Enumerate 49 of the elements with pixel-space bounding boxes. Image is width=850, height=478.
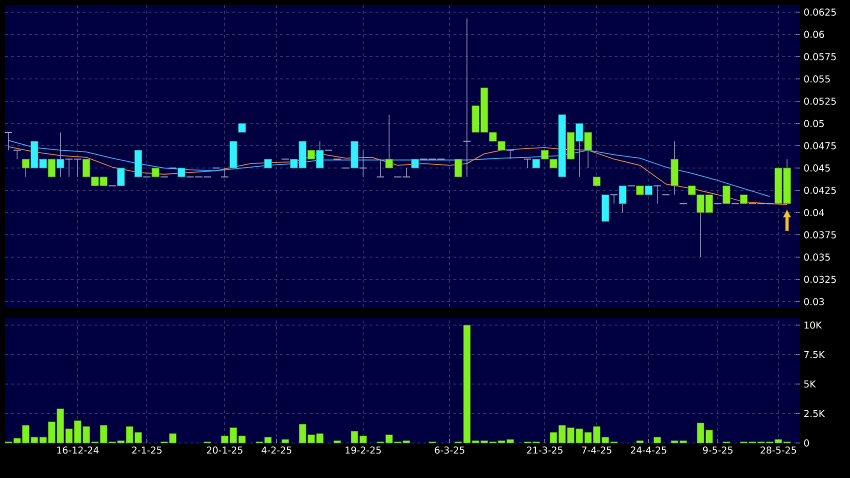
x-tick-label: 24-4-25 [630,446,666,454]
candlestick [523,158,532,168]
candlestick [22,158,30,178]
candlestick [4,132,13,151]
y-tick-label: 10K [804,321,822,329]
candlestick [653,185,662,204]
y-tick-label: 2.5K [804,410,825,418]
candlestick [462,18,472,178]
candlestick [610,194,618,204]
y-tick-label: 0.0475 [804,142,836,150]
x-tick-label: 4-2-25 [262,446,292,454]
y-tick-label: 0.0325 [804,276,836,283]
y-tick-label: 7.5K [804,351,825,358]
y-tick-label: 0.045 [804,164,830,172]
y-tick-label: 0.0425 [804,186,836,194]
x-tick-label: 19-2-25 [346,446,381,454]
y-tick-label: 0.0525 [804,98,836,105]
candlestick [584,132,592,168]
candlestick [722,186,730,204]
bar [654,436,661,444]
y-tick-label: 0.04 [804,208,824,216]
bar [636,440,644,444]
x-tick-label: 2-1-25 [132,446,162,454]
y-tick-label: 5K [804,380,816,388]
candlestick [454,158,462,178]
y-tick-label: 0.0375 [804,231,836,238]
x-tick-label: 20-1-25 [206,446,242,454]
y-tick-label: 0.0625 [804,8,836,16]
x-tick-label: 6-3-25 [434,446,464,454]
y-tick-label: 0.055 [804,75,830,83]
candlestick [359,150,368,178]
candlestick [576,123,584,178]
x-tick-label: 21-3-25 [527,446,562,454]
candlestick [385,114,393,168]
candlestick [376,158,385,178]
x-tick-label: 28-5-25 [760,446,796,454]
y-tick-label: 0.0575 [804,53,836,60]
y-tick-label: 0.03 [804,298,824,306]
x-tick-label: 16-12-24 [57,446,99,454]
bar [282,439,289,444]
candlestick [48,158,56,178]
x-tick-label: 7-4-25 [582,446,612,454]
y-tick-label: 0.05 [804,120,824,128]
x-tick-label: 9-5-25 [702,446,732,454]
y-tick-label: 0.035 [804,254,830,261]
candlestick [117,168,125,186]
y-tick-label: 0.06 [804,30,824,38]
bar [334,440,341,444]
y-tick-label: 0 [804,439,809,447]
